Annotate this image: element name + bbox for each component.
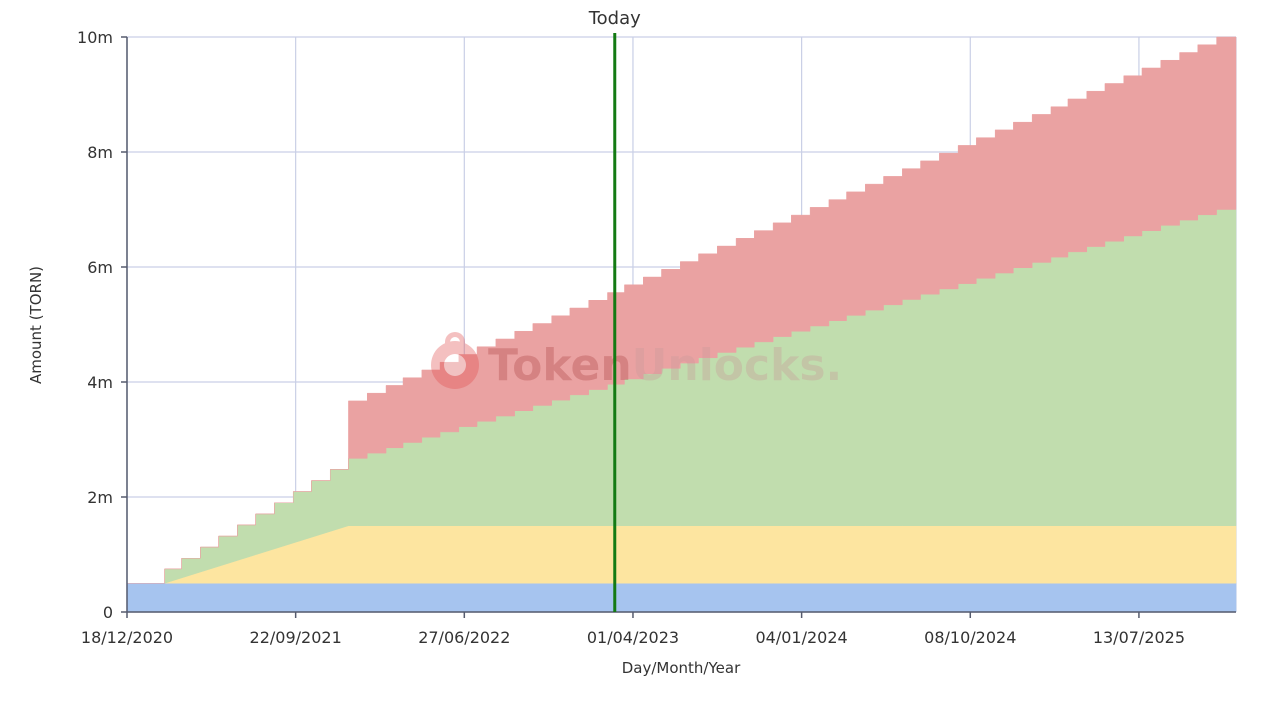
y-tick-label: 4m — [87, 373, 113, 392]
series-area — [126, 583, 1237, 613]
watermark-text: TokenUnlocks. — [488, 340, 842, 391]
series-areas — [126, 36, 1237, 613]
watermark: TokenUnlocks. — [431, 332, 842, 391]
y-axis-title: Amount (TORN) — [27, 266, 45, 384]
x-tick-label: 08/10/2024 — [924, 628, 1016, 647]
x-tick-label: 13/07/2025 — [1093, 628, 1185, 647]
logo-inner — [444, 354, 466, 376]
y-tick-label: 8m — [87, 143, 113, 162]
x-tick-label: 01/04/2023 — [587, 628, 679, 647]
x-axis-title: Day/Month/Year — [622, 659, 741, 677]
logo-shackle — [445, 332, 465, 348]
tokenunlocks-logo: TokenUnlocks. — [431, 332, 842, 391]
x-tick-label: 18/12/2020 — [81, 628, 173, 647]
today-label: Today — [588, 8, 641, 29]
series-area — [127, 36, 1237, 584]
y-tick-label: 2m — [87, 488, 113, 507]
today-marker: Today — [588, 8, 641, 612]
y-tick-label: 6m — [87, 258, 113, 277]
y-tick-label: 10m — [77, 28, 113, 47]
axes: 0 2m 4m 6m 8m 10m 18/12/2020 22/09/2021 27/06/20… — [77, 28, 1236, 647]
logo-circle — [431, 341, 479, 389]
x-tick-label: 22/09/2021 — [250, 628, 342, 647]
y-tick-label: 0 — [103, 603, 113, 622]
x-tick-label: 27/06/2022 — [418, 628, 510, 647]
x-tick-label: 04/01/2024 — [756, 628, 848, 647]
